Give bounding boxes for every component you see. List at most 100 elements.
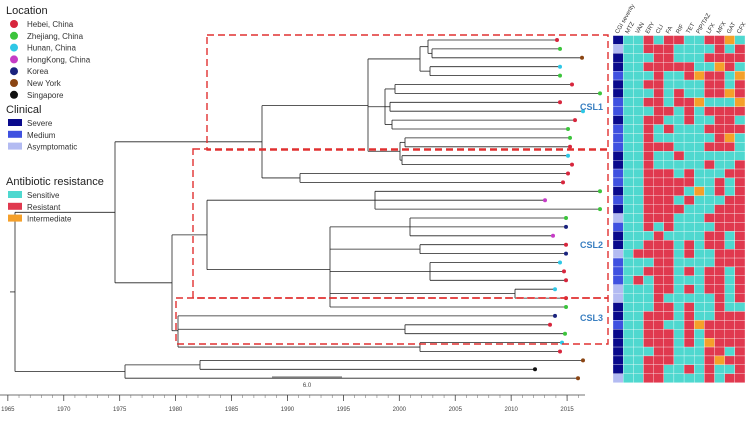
heatmap-cell	[704, 364, 715, 374]
heatmap-cell	[623, 168, 634, 179]
heatmap-cell	[633, 240, 644, 250]
heatmap-cell	[653, 231, 664, 241]
heatmap-cell	[683, 213, 695, 223]
heatmap-cell	[724, 346, 735, 357]
heatmap-cell	[633, 266, 644, 277]
legend-swatch	[10, 67, 18, 76]
heatmap-cell	[623, 79, 634, 90]
heatmap-cell	[663, 44, 675, 54]
heatmap-cell	[623, 337, 634, 348]
heatmap-cell	[724, 293, 735, 303]
heatmap-cell	[653, 355, 664, 366]
heatmap-cell	[633, 355, 644, 366]
heatmap-cell	[734, 364, 746, 374]
heatmap-cell	[694, 311, 705, 321]
column-header: FA	[665, 26, 674, 35]
tip	[573, 118, 577, 123]
heatmap-cell	[724, 248, 735, 259]
heatmap-cell	[714, 124, 725, 134]
heatmap-cell	[663, 186, 675, 196]
heatmap-cell	[633, 231, 644, 241]
heatmap-cell	[673, 204, 685, 214]
heatmap-cell	[643, 44, 654, 54]
heatmap-cell	[663, 337, 675, 348]
heatmap-cell	[734, 106, 746, 116]
heatmap-cell	[704, 124, 715, 134]
heatmap-cell	[612, 133, 624, 143]
heatmap-cell	[643, 106, 654, 116]
heatmap-cell	[663, 302, 675, 312]
heatmap-cell	[683, 53, 695, 63]
heatmap-cell	[673, 159, 685, 170]
heatmap-cell	[704, 266, 715, 277]
heatmap-cell	[663, 373, 675, 383]
heatmap-cell	[694, 71, 705, 81]
heatmap-cell	[673, 79, 685, 90]
legend-label: Medium	[27, 131, 56, 140]
heatmap-cell	[734, 151, 746, 161]
tip	[581, 109, 585, 114]
heatmap-cell	[694, 177, 705, 187]
heatmap-cell	[734, 159, 746, 170]
heatmap-cell	[724, 364, 735, 374]
legend-swatch	[8, 142, 22, 150]
heatmap-cell	[704, 106, 715, 116]
heatmap-cell	[633, 320, 644, 330]
heatmap-cell	[724, 231, 735, 241]
tip	[581, 358, 585, 363]
heatmap-cell	[673, 231, 685, 241]
heatmap-cell	[724, 115, 735, 125]
heatmap-cell	[673, 97, 685, 107]
heatmap-cell	[683, 355, 695, 366]
heatmap-cell	[663, 151, 675, 161]
heatmap-cell	[623, 62, 634, 72]
heatmap-cell	[643, 177, 654, 187]
tip	[598, 207, 602, 212]
heatmap-cell	[623, 97, 634, 107]
heatmap-cell	[633, 293, 644, 303]
phylogenetic-tree	[10, 38, 602, 381]
heatmap-cell	[673, 240, 685, 250]
heatmap-cell	[643, 115, 654, 125]
heatmap-cell	[683, 266, 695, 277]
heatmap-cell	[673, 337, 685, 348]
column-header: VAN	[635, 22, 646, 35]
column-header: TET	[686, 22, 697, 35]
heatmap-cell	[694, 231, 705, 241]
heatmap-cell	[724, 133, 735, 143]
heatmap-cell	[612, 44, 624, 54]
tick-label: 1975	[113, 407, 127, 413]
heatmap-cell	[653, 302, 664, 312]
tip	[566, 171, 570, 176]
heatmap-cell	[653, 337, 664, 348]
tip	[570, 82, 574, 87]
heatmap-cell	[694, 293, 705, 303]
heatmap-cell	[704, 329, 715, 339]
heatmap-cell	[612, 240, 624, 250]
heatmap-cell	[643, 284, 654, 294]
heatmap-cell	[623, 222, 634, 232]
heatmap-cell	[714, 71, 725, 81]
heatmap-cell	[704, 257, 715, 268]
heatmap-cell	[724, 355, 735, 366]
heatmap-cell	[694, 240, 705, 250]
heatmap-cell	[714, 44, 725, 54]
heatmap-cell	[663, 320, 675, 330]
heatmap-cell	[612, 124, 624, 134]
heatmap-cell	[734, 337, 746, 348]
heatmap-cell	[663, 71, 675, 81]
tip	[562, 269, 566, 274]
heatmap-cell	[653, 177, 664, 187]
heatmap-cell	[714, 106, 725, 116]
legend-label: Hunan, China	[27, 44, 76, 53]
heatmap-cell	[653, 329, 664, 339]
legend-label: Zhejiang, China	[27, 32, 84, 41]
clade-label: CSL3	[580, 313, 603, 323]
heatmap-cell	[724, 71, 735, 81]
heatmap-cell	[694, 302, 705, 312]
heatmap-cell	[612, 346, 624, 357]
heatmap-cell	[612, 257, 624, 268]
legend-label: Resistant	[27, 203, 61, 212]
tick-label: 1980	[169, 407, 183, 413]
heatmap-cell	[694, 159, 705, 170]
